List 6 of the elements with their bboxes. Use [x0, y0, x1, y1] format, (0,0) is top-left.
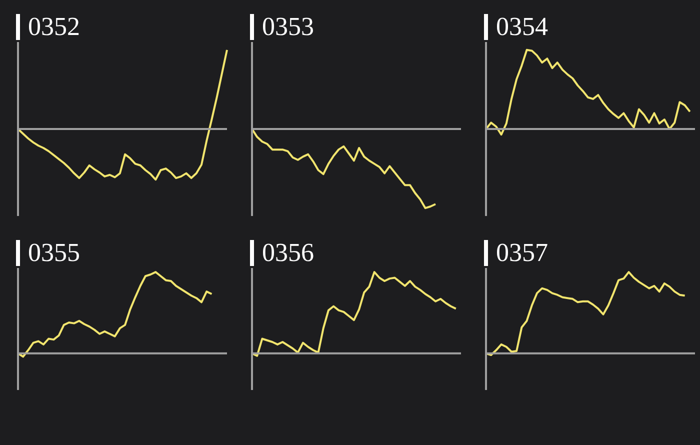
chart-title: 0355: [28, 238, 80, 268]
chart-title: 0352: [28, 12, 80, 42]
chart-title: 0354: [496, 12, 548, 42]
chart-title: 0357: [496, 238, 548, 268]
chart-title: 0356: [262, 238, 314, 268]
chart-title: 0353: [262, 12, 314, 42]
